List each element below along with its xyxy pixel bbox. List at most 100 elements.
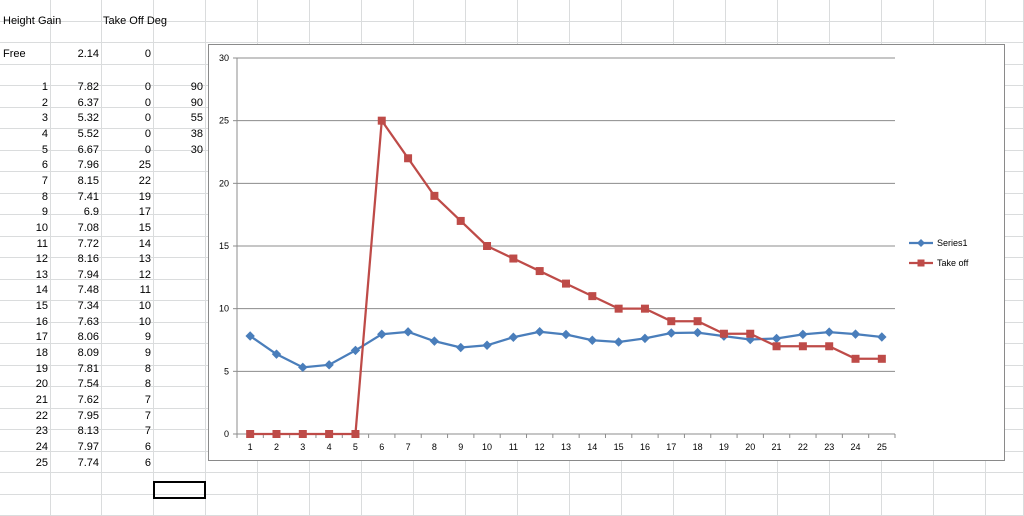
grid-cell[interactable] — [466, 22, 518, 44]
grid-cell[interactable] — [986, 0, 1024, 22]
grid-cell[interactable] — [934, 0, 986, 22]
grid-cell[interactable] — [778, 22, 830, 44]
grid-cell[interactable] — [310, 0, 362, 22]
grid-cell[interactable] — [414, 495, 466, 516]
grid-cell[interactable] — [154, 215, 206, 237]
takeoff-point — [641, 305, 648, 312]
free-takeoff[interactable]: 0 — [102, 44, 154, 66]
selected-cell[interactable] — [153, 481, 206, 499]
grid-cell[interactable] — [154, 301, 206, 323]
grid-cell[interactable] — [414, 473, 466, 495]
grid-cell[interactable] — [0, 473, 51, 495]
grid-cell[interactable] — [622, 22, 674, 44]
grid-cell[interactable] — [986, 473, 1024, 495]
grid-cell[interactable] — [726, 473, 778, 495]
grid-cell[interactable] — [154, 366, 206, 388]
grid-cell[interactable] — [206, 495, 258, 516]
grid-cell[interactable] — [154, 194, 206, 216]
grid-cell[interactable] — [882, 495, 934, 516]
grid-cell[interactable] — [778, 495, 830, 516]
grid-cell[interactable] — [310, 473, 362, 495]
grid-cell[interactable] — [154, 43, 206, 65]
grid-cell[interactable] — [258, 495, 310, 516]
grid-cell[interactable] — [310, 22, 362, 44]
grid-cell[interactable] — [466, 0, 518, 22]
grid-cell[interactable] — [934, 473, 986, 495]
grid-cell[interactable] — [206, 22, 258, 44]
grid-cell[interactable] — [830, 473, 882, 495]
grid-cell[interactable] — [154, 452, 206, 474]
y-tick-label: 25 — [219, 116, 229, 126]
grid-cell[interactable] — [102, 495, 154, 516]
grid-cell[interactable] — [154, 387, 206, 409]
grid-cell[interactable] — [518, 473, 570, 495]
grid-cell[interactable] — [362, 473, 414, 495]
grid-cell[interactable] — [362, 22, 414, 44]
grid-cell[interactable] — [466, 473, 518, 495]
grid-cell[interactable] — [882, 473, 934, 495]
grid-cell[interactable] — [882, 0, 934, 22]
grid-cell[interactable] — [258, 22, 310, 44]
series1-point — [536, 328, 544, 336]
gain-cell[interactable]: 7.74 — [51, 453, 102, 475]
grid-cell[interactable] — [518, 22, 570, 44]
grid-cell[interactable] — [518, 0, 570, 22]
grid-cell[interactable] — [726, 22, 778, 44]
height-cell[interactable]: 25 — [0, 453, 51, 475]
grid-cell[interactable] — [674, 495, 726, 516]
grid-cell[interactable] — [258, 0, 310, 22]
grid-cell[interactable] — [0, 495, 51, 516]
grid-cell[interactable] — [154, 323, 206, 345]
grid-cell[interactable] — [154, 430, 206, 452]
grid-cell[interactable] — [154, 280, 206, 302]
header-gain[interactable]: Gain — [35, 11, 102, 33]
takeoff-cell[interactable]: 6 — [102, 453, 154, 475]
grid-cell[interactable] — [206, 473, 258, 495]
grid-cell[interactable] — [674, 22, 726, 44]
grid-cell[interactable] — [310, 495, 362, 516]
grid-cell[interactable] — [778, 0, 830, 22]
grid-cell[interactable] — [154, 258, 206, 280]
grid-cell[interactable] — [362, 495, 414, 516]
grid-cell[interactable] — [830, 0, 882, 22]
series1-point — [694, 329, 702, 337]
grid-cell[interactable] — [414, 22, 466, 44]
free-gain[interactable]: 2.14 — [51, 44, 102, 66]
grid-cell[interactable] — [258, 473, 310, 495]
grid-cell[interactable] — [51, 495, 102, 516]
grid-cell[interactable] — [986, 495, 1024, 516]
grid-cell[interactable] — [934, 495, 986, 516]
grid-cell[interactable] — [154, 172, 206, 194]
grid-cell[interactable] — [570, 22, 622, 44]
grid-cell[interactable] — [830, 22, 882, 44]
grid-cell[interactable] — [570, 0, 622, 22]
grid-cell[interactable] — [518, 495, 570, 516]
grid-cell[interactable] — [622, 495, 674, 516]
grid-cell[interactable] — [778, 473, 830, 495]
grid-cell[interactable] — [986, 22, 1024, 44]
header-takeoff[interactable]: Take Off Deg — [100, 11, 210, 33]
grid-cell[interactable] — [726, 495, 778, 516]
grid-cell[interactable] — [570, 495, 622, 516]
grid-cell[interactable] — [362, 0, 414, 22]
grid-cell[interactable] — [154, 344, 206, 366]
grid-cell[interactable] — [622, 473, 674, 495]
grid-cell[interactable] — [466, 495, 518, 516]
free-label[interactable]: Free — [0, 44, 51, 66]
grid-cell[interactable] — [674, 473, 726, 495]
extra-cell[interactable]: 30 — [154, 140, 206, 162]
grid-cell[interactable] — [882, 22, 934, 44]
grid-cell[interactable] — [102, 473, 154, 495]
grid-cell[interactable] — [414, 0, 466, 22]
grid-cell[interactable] — [154, 409, 206, 431]
grid-cell[interactable] — [830, 495, 882, 516]
grid-cell[interactable] — [206, 0, 258, 22]
grid-cell[interactable] — [51, 473, 102, 495]
grid-cell[interactable] — [570, 473, 622, 495]
grid-cell[interactable] — [726, 0, 778, 22]
grid-cell[interactable] — [154, 237, 206, 259]
grid-cell[interactable] — [674, 0, 726, 22]
grid-cell[interactable] — [934, 22, 986, 44]
grid-cell[interactable] — [622, 0, 674, 22]
